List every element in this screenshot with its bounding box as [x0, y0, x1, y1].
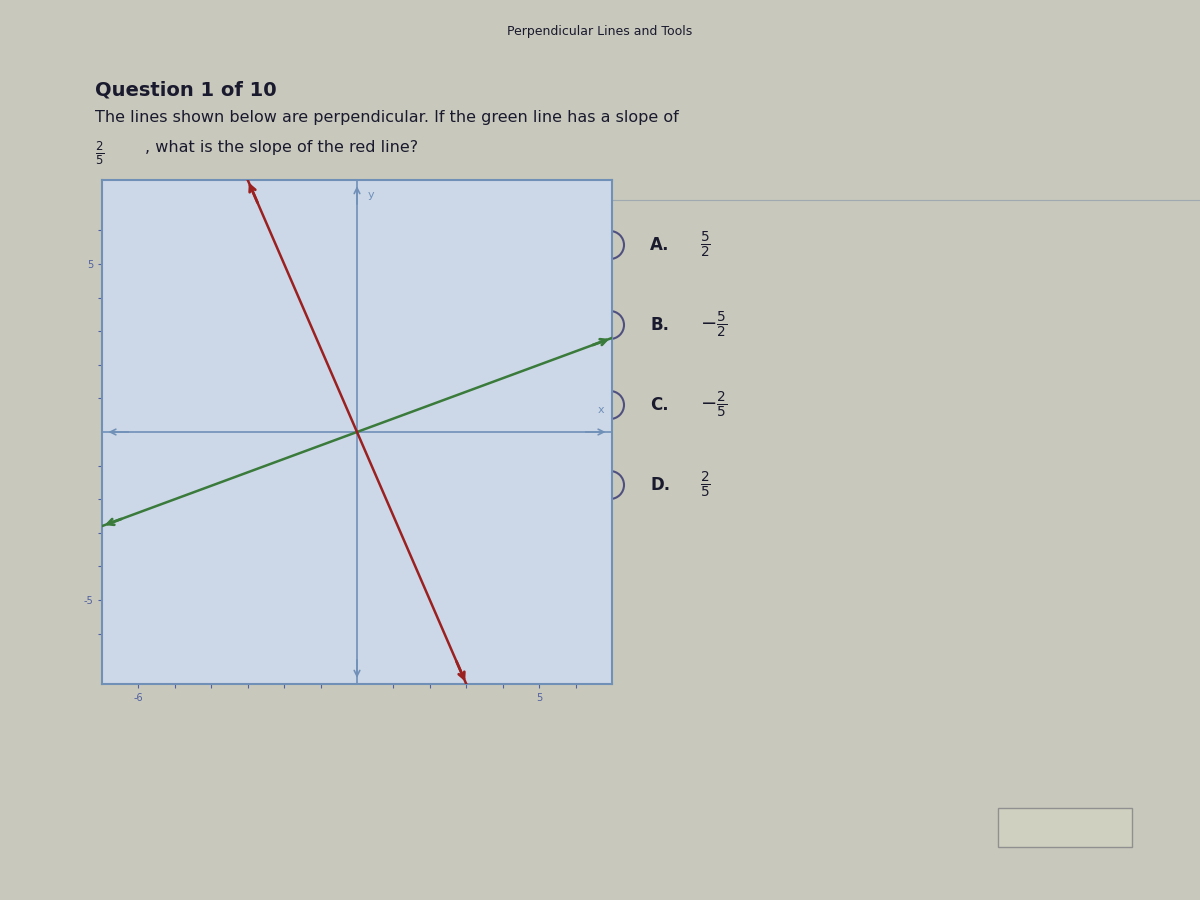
- Text: $\frac{2}{5}$: $\frac{2}{5}$: [700, 470, 710, 500]
- Text: $\frac{2}{5}$: $\frac{2}{5}$: [95, 140, 104, 167]
- Text: Perpendicular Lines and Tools: Perpendicular Lines and Tools: [508, 25, 692, 38]
- Text: , what is the slope of the red line?: , what is the slope of the red line?: [145, 140, 418, 155]
- Text: y: y: [368, 190, 374, 200]
- Text: $-\frac{5}{2}$: $-\frac{5}{2}$: [700, 310, 727, 340]
- Text: The lines shown below are perpendicular. If the green line has a slope of: The lines shown below are perpendicular.…: [95, 110, 679, 125]
- Text: A.: A.: [650, 236, 670, 254]
- FancyBboxPatch shape: [998, 808, 1132, 847]
- Text: x: x: [598, 405, 605, 415]
- Text: $\frac{5}{2}$: $\frac{5}{2}$: [700, 230, 710, 260]
- Text: C.: C.: [650, 396, 668, 414]
- Text: D.: D.: [650, 476, 670, 494]
- Text: B.: B.: [650, 316, 670, 334]
- Text: SUBMIT: SUBMIT: [1038, 821, 1092, 835]
- Text: Question 1 of 10: Question 1 of 10: [95, 80, 277, 99]
- Text: $-\frac{2}{5}$: $-\frac{2}{5}$: [700, 390, 727, 420]
